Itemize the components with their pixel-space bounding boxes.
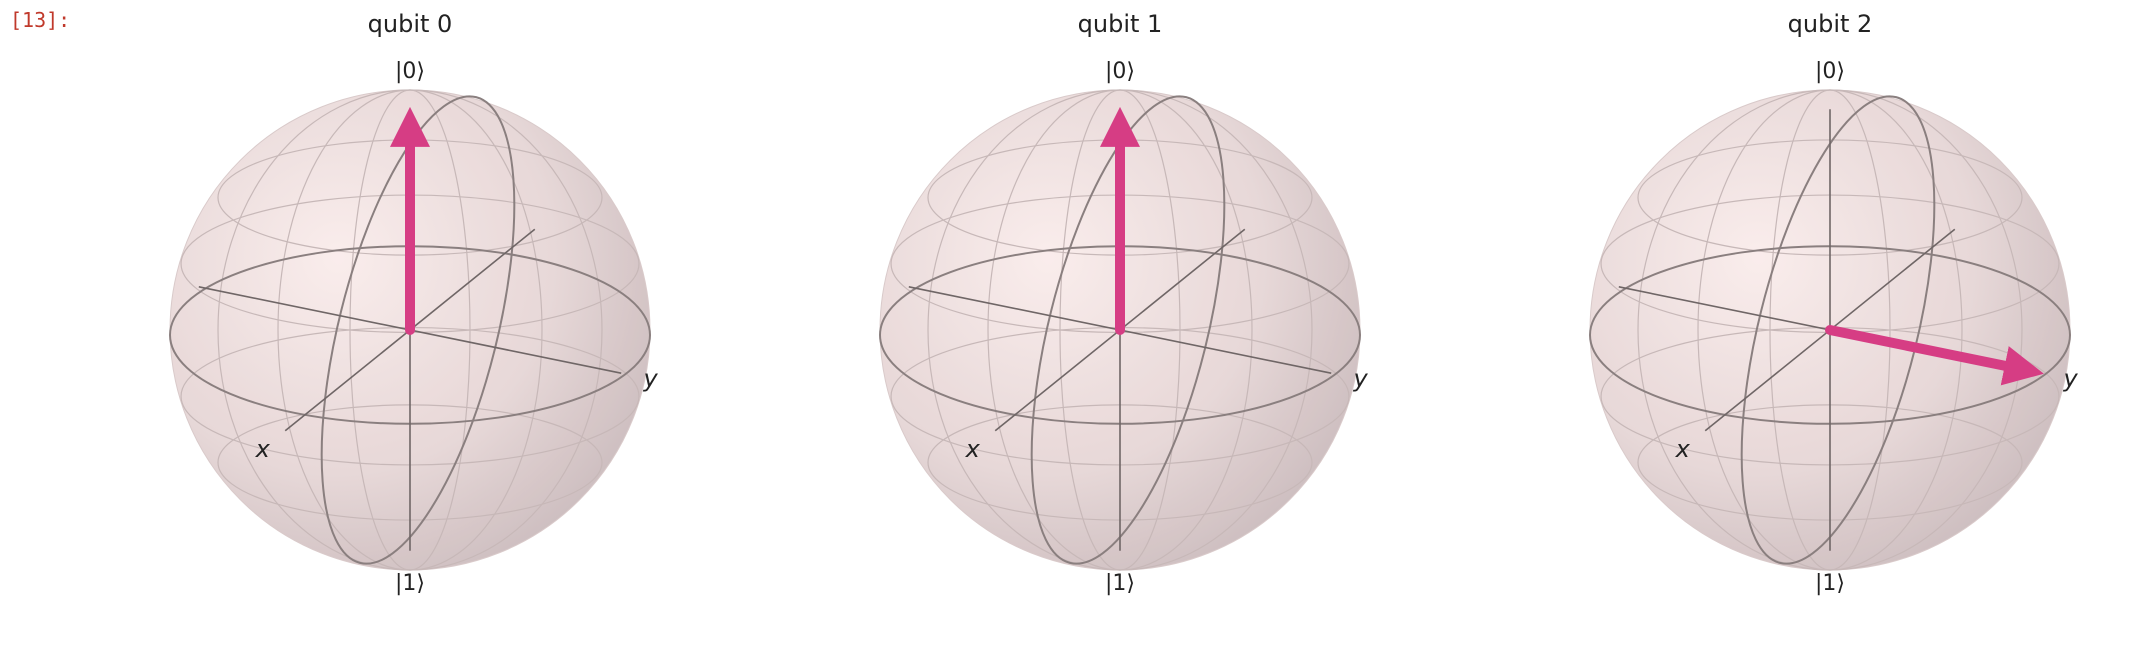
ket-one-label: |1⟩ [1815, 571, 1845, 596]
cell-prompt: [13]: [10, 8, 71, 32]
x-axis-label: x [1675, 435, 1691, 463]
y-axis-label: y [2062, 364, 2078, 392]
ket-zero-label: |0⟩ [1105, 59, 1135, 84]
bloch-sphere-qubit-2: qubit 2 |0⟩ |1⟩ x y [1589, 10, 2078, 596]
ket-one-label: |1⟩ [1105, 571, 1135, 596]
bloch-spheres-svg: qubit 0 |0⟩ |1⟩ x y qubit 1 |0⟩ |1⟩ x y qubit 2 |… [169, 10, 2078, 596]
sphere-title: qubit 0 [368, 10, 453, 38]
y-axis-label: y [1352, 364, 1368, 392]
longitude-line [1637, 89, 2023, 571]
sphere-title: qubit 1 [1078, 10, 1163, 38]
ket-zero-label: |0⟩ [1815, 59, 1845, 84]
bloch-sphere-qubit-0: qubit 0 |0⟩ |1⟩ x y [169, 10, 658, 596]
meridian [320, 95, 516, 565]
x-axis-label: x [965, 435, 981, 463]
longitude-line [217, 89, 603, 571]
bloch-sphere-qubit-1: qubit 1 |0⟩ |1⟩ x y [879, 10, 1368, 596]
meridian [1030, 95, 1226, 565]
x-axis-label: x [255, 435, 271, 463]
ket-zero-label: |0⟩ [395, 59, 425, 84]
state-vector-arrow [1825, 325, 2044, 386]
y-axis-label: y [642, 364, 658, 392]
ket-one-label: |1⟩ [395, 571, 425, 596]
sphere-title: qubit 2 [1788, 10, 1873, 38]
bloch-sphere-figure: qubit 0 |0⟩ |1⟩ x y qubit 1 |0⟩ |1⟩ x y qubit 2 |… [120, 0, 2100, 656]
longitude-line [927, 89, 1313, 571]
